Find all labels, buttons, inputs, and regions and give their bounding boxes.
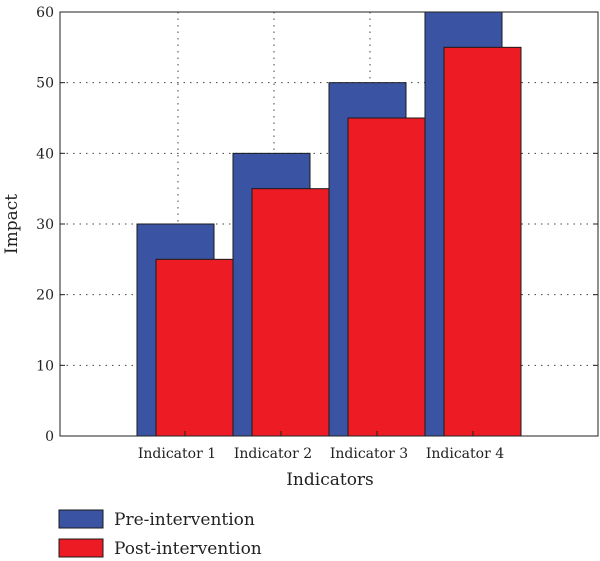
legend-swatch <box>58 538 104 558</box>
bar-post-intervention <box>347 117 426 437</box>
x-tick-label: Indicator 2 <box>234 446 312 462</box>
y-tick-label: 40 <box>36 146 54 162</box>
y-tick-label: 20 <box>36 288 54 304</box>
x-tick-label: Indicator 3 <box>330 446 408 462</box>
legend-swatch <box>58 509 104 529</box>
y-tick-label: 0 <box>45 429 54 445</box>
legend: Pre-intervention Post-intervention <box>58 509 262 559</box>
legend-label: Post-intervention <box>114 539 262 559</box>
x-tick-label: Indicator 1 <box>138 446 216 462</box>
y-tick-label: 50 <box>36 76 54 92</box>
y-tick-label: 60 <box>36 5 54 21</box>
bar-post-intervention <box>251 188 330 437</box>
legend-label: Pre-intervention <box>114 510 255 530</box>
y-tick-label: 30 <box>36 217 54 233</box>
y-axis-ticks: 0 10 20 30 40 50 60 <box>36 5 598 445</box>
bar-post-intervention <box>443 46 522 437</box>
y-tick-label: 10 <box>36 358 54 374</box>
bar-post-intervention <box>155 258 234 437</box>
x-axis-title: Indicators <box>286 470 374 490</box>
x-tick-label: Indicator 4 <box>426 446 504 462</box>
x-axis-ticks: Indicator 1 Indicator 2 Indicator 3 Indicat… <box>138 431 504 462</box>
y-axis-title: Impact <box>2 194 22 254</box>
bars <box>136 11 522 437</box>
